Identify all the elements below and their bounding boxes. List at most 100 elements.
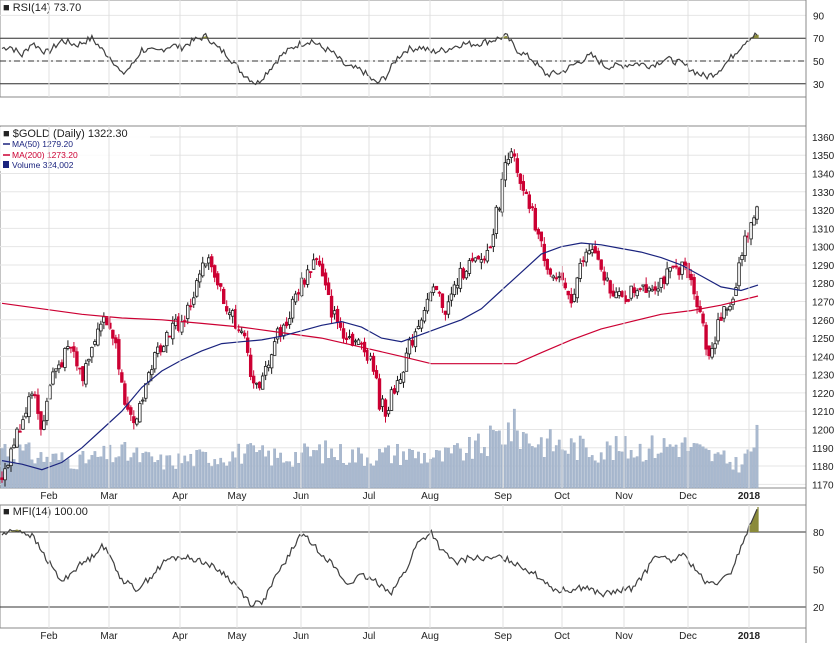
candle-body (120, 372, 124, 383)
volume-bar (731, 469, 735, 489)
candle (629, 285, 633, 301)
volume-bar (339, 444, 342, 489)
candle-body (737, 262, 741, 287)
candle (512, 149, 517, 162)
volume-bar (369, 463, 372, 489)
volume-bar (30, 459, 34, 489)
rsi-title: ■ RSI(14) 73.70 (3, 2, 81, 14)
candle-body (407, 339, 412, 355)
candle-body (602, 271, 606, 281)
volume-bar (231, 451, 235, 489)
candle (99, 320, 103, 337)
candle (491, 228, 496, 253)
volume-bar (147, 452, 151, 489)
candle-body (515, 158, 520, 173)
candle-body (488, 246, 493, 249)
volume-bar (165, 455, 169, 489)
volume-bar (150, 456, 154, 489)
candle-body (467, 260, 472, 274)
mfi-panel (0, 504, 807, 629)
candle-body (668, 267, 672, 272)
candle-body (587, 250, 591, 255)
volume-bar (54, 453, 58, 489)
candle-body (36, 394, 40, 414)
candle-body (404, 352, 409, 372)
candle-body (734, 287, 738, 296)
candle-body (536, 229, 540, 235)
candle (3, 462, 7, 487)
candle (701, 311, 705, 327)
volume-bar (614, 436, 618, 489)
candle-body (677, 267, 681, 276)
volume-bar (354, 462, 357, 489)
candle (545, 258, 549, 275)
candle-body (9, 448, 13, 467)
volume-bar (662, 438, 666, 489)
volume-bar (135, 447, 139, 489)
candle (704, 322, 708, 356)
candle-body (159, 345, 163, 353)
candle-body (656, 288, 660, 292)
candle (584, 248, 588, 267)
rsi-tick-label: 90 (813, 11, 825, 22)
candle-body (617, 291, 621, 296)
volume-bar (306, 446, 309, 489)
volume-bar (572, 442, 576, 489)
volume-bar (144, 451, 148, 489)
volume-bar (81, 451, 85, 489)
candle-body (96, 328, 100, 346)
volume-bar (644, 460, 648, 489)
candle-body (683, 261, 687, 266)
candle (608, 279, 612, 299)
candle-body (671, 265, 675, 268)
candle-body (539, 231, 543, 242)
candle (153, 351, 157, 373)
candle-body (692, 277, 696, 295)
volume-bar (291, 466, 294, 489)
candle (710, 342, 714, 360)
candle-body (144, 383, 148, 399)
candle (189, 298, 193, 311)
volume-bar (297, 462, 300, 489)
candle-body (554, 277, 558, 280)
volume-bar (722, 450, 726, 489)
candle-body (353, 340, 358, 343)
volume-bar (725, 463, 729, 489)
mfi-x-label: Jul (363, 631, 376, 642)
price-tick-label: 1230 (812, 371, 835, 382)
volume-bar (249, 443, 253, 489)
rsi-line (1, 32, 758, 86)
candle (593, 240, 597, 254)
volume-bar (51, 453, 55, 489)
volume-bar (692, 443, 696, 489)
candle (245, 330, 250, 357)
volume-bar (500, 444, 504, 489)
volume-bar (641, 461, 645, 489)
volume-bar (186, 461, 190, 489)
volume-bar (270, 465, 273, 489)
volume-bar (351, 449, 354, 489)
volume-bar (138, 462, 142, 489)
candle-body (266, 364, 271, 369)
candle (626, 298, 630, 303)
candle (356, 338, 361, 345)
candle (749, 221, 753, 246)
volume-bar (309, 456, 312, 489)
candle-body (225, 306, 229, 312)
volume-bar (402, 451, 405, 489)
candle-body (75, 351, 79, 367)
candle-body (443, 310, 448, 315)
volume-bar (441, 461, 444, 489)
volume-bar (216, 464, 220, 489)
candle (374, 365, 379, 380)
candle-body (314, 258, 319, 261)
candle (251, 370, 256, 389)
candle-body (0, 477, 4, 480)
candle-body (350, 333, 355, 346)
candle-body (371, 355, 376, 372)
volume-bar (728, 461, 732, 489)
price-tick-label: 1210 (812, 407, 835, 418)
candle-body (434, 285, 439, 291)
price-tick-label: 1170 (812, 480, 834, 491)
candle-body (156, 346, 160, 354)
